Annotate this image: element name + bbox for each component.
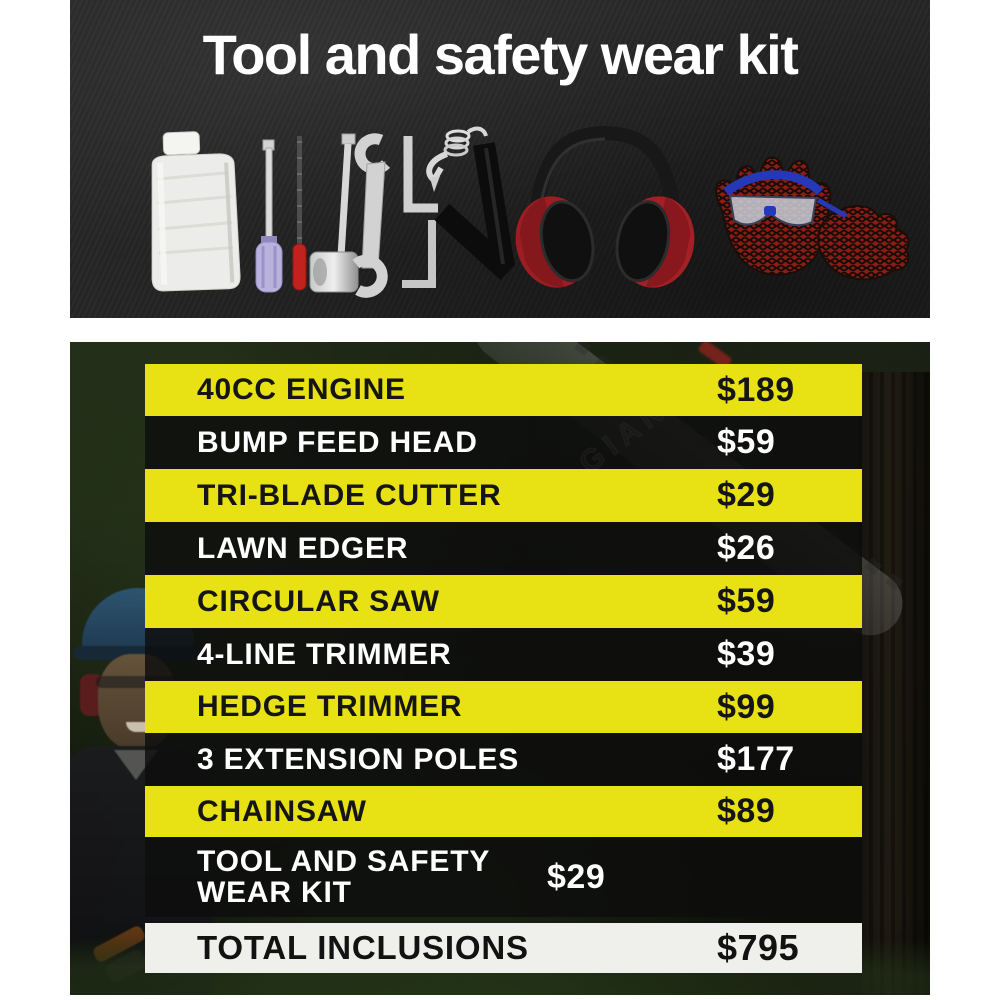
item-price: $26 <box>717 529 776 567</box>
table-row: 3 EXTENSION POLES $177 <box>145 733 862 786</box>
item-label: TOOL AND SAFETY WEAR KIT <box>197 844 490 909</box>
item-price: $59 <box>717 423 776 461</box>
item-label: TRI-BLADE CUTTER <box>197 478 502 512</box>
item-label: 40CC ENGINE <box>197 373 406 407</box>
table-row: TOOL AND SAFETY WEAR KIT $29 <box>145 837 862 917</box>
item-price: $29 <box>547 857 606 896</box>
tool-kit-panel: Tool and safety wear kit <box>70 0 930 318</box>
price-list-panel: GIANTZ 40CC ENGINE $189 BUMP FEED HEAD $… <box>70 342 930 995</box>
socket-wrench-icon <box>309 133 359 293</box>
item-price: $29 <box>717 476 776 514</box>
item-label: HEDGE TRIMMER <box>197 690 463 724</box>
table-row: HEDGE TRIMMER $99 <box>145 681 862 733</box>
item-price: $189 <box>717 370 795 409</box>
item-label: 4-LINE TRIMMER <box>197 637 452 671</box>
item-label: CHAINSAW <box>197 794 367 828</box>
table-row: 4-LINE TRIMMER $39 <box>145 628 862 681</box>
product-photos <box>151 125 910 298</box>
table-row: CIRCULAR SAW $59 <box>145 575 862 628</box>
table-row: TRI-BLADE CUTTER $29 <box>145 469 862 522</box>
item-label: 3 EXTENSION POLES <box>197 742 520 776</box>
total-label: TOTAL INCLUSIONS <box>197 928 529 966</box>
item-label: LAWN EDGER <box>197 531 409 565</box>
worker-smile <box>126 722 154 732</box>
total-price: $795 <box>717 927 800 968</box>
item-price: $99 <box>717 687 776 726</box>
item-price: $89 <box>717 792 776 830</box>
table-row: LAWN EDGER $26 <box>145 522 862 575</box>
item-price: $177 <box>717 740 795 778</box>
item-price: $59 <box>717 582 776 620</box>
open-end-spanner-icon <box>352 133 391 298</box>
item-label: BUMP FEED HEAD <box>197 425 478 459</box>
harness-strap-hook-icon <box>426 126 516 281</box>
screwdriver-icon <box>255 139 283 293</box>
table-row: BUMP FEED HEAD $59 <box>145 416 862 469</box>
panel-title: Tool and safety wear kit <box>202 23 799 86</box>
total-row: TOTAL INCLUSIONS $795 <box>145 923 862 973</box>
hex-key-icon <box>402 136 438 288</box>
price-table: 40CC ENGINE $189 BUMP FEED HEAD $59 TRI-… <box>145 364 862 973</box>
gloves-with-safety-glasses-icon <box>715 156 910 281</box>
file-tool-icon <box>292 136 307 291</box>
table-row: 40CC ENGINE $189 <box>145 364 862 416</box>
item-label: CIRCULAR SAW <box>197 584 440 618</box>
table-row: CHAINSAW $89 <box>145 786 862 837</box>
item-price: $39 <box>717 635 776 673</box>
oil-mixing-bottle-icon <box>151 131 241 292</box>
ear-muffs-icon <box>515 125 695 288</box>
tree-trunk <box>858 372 930 995</box>
